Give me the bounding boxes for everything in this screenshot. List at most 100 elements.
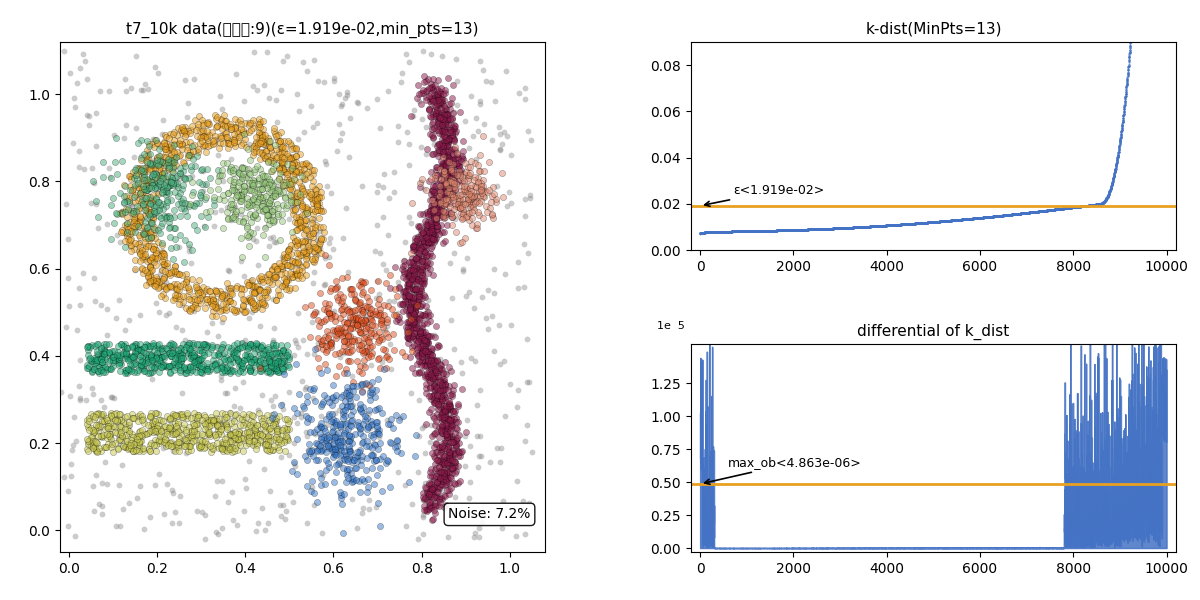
Point	[107, 314, 126, 323]
Point	[107, 416, 126, 426]
Point	[293, 273, 312, 283]
Point	[164, 223, 184, 233]
Point	[262, 157, 281, 167]
Point	[275, 274, 294, 283]
Point	[120, 499, 139, 508]
Point	[318, 306, 337, 316]
Point	[163, 343, 182, 352]
Point	[150, 351, 169, 361]
Point	[179, 441, 198, 451]
Point	[428, 433, 448, 442]
Point	[254, 413, 274, 423]
Point	[234, 130, 253, 139]
Point	[127, 179, 146, 188]
Point	[348, 448, 367, 457]
Point	[409, 314, 428, 324]
Point	[281, 283, 300, 292]
Point	[420, 407, 439, 417]
Point	[419, 347, 438, 356]
Point	[430, 140, 449, 149]
Point	[256, 363, 275, 373]
Point	[347, 318, 366, 328]
Point	[436, 407, 455, 416]
Point	[415, 346, 434, 355]
Point	[296, 259, 316, 269]
Point	[329, 295, 348, 304]
Point	[407, 319, 426, 329]
Point	[214, 223, 233, 232]
Point	[323, 380, 342, 390]
Point	[182, 177, 202, 187]
Point	[230, 115, 250, 125]
Point	[270, 155, 289, 165]
Point	[247, 142, 266, 151]
Point	[241, 430, 260, 440]
Point	[142, 196, 161, 206]
Point	[424, 185, 443, 194]
Point	[108, 433, 127, 443]
Point	[241, 342, 260, 352]
Point	[233, 414, 252, 424]
Point	[290, 190, 310, 199]
Point	[398, 272, 418, 281]
Point	[413, 278, 432, 287]
Point	[480, 203, 499, 213]
Point	[307, 194, 326, 204]
Point	[134, 149, 154, 159]
Point	[232, 140, 251, 150]
Point	[443, 188, 462, 197]
Point	[161, 270, 180, 280]
Point	[233, 252, 252, 262]
Point	[283, 170, 302, 179]
Point	[131, 212, 150, 221]
Point	[108, 347, 127, 356]
Point	[334, 391, 353, 400]
Point	[250, 154, 269, 164]
Point	[197, 358, 216, 368]
Point	[253, 193, 272, 202]
Point	[234, 187, 253, 196]
Point	[424, 384, 443, 394]
Point	[301, 300, 320, 310]
Point	[253, 349, 272, 359]
Point	[461, 202, 480, 212]
Point	[311, 401, 330, 411]
Point	[412, 114, 431, 124]
Point	[278, 347, 298, 356]
Point	[131, 409, 150, 419]
Point	[434, 376, 454, 386]
Point	[457, 212, 476, 222]
Point	[358, 352, 377, 361]
Point	[371, 463, 390, 473]
Point	[164, 154, 184, 164]
Point	[443, 293, 462, 303]
Point	[424, 514, 443, 524]
Point	[223, 168, 242, 178]
Point	[227, 307, 246, 316]
Point	[330, 433, 349, 442]
Point	[330, 422, 349, 432]
Point	[433, 455, 452, 465]
Point	[155, 272, 174, 282]
Point	[284, 205, 304, 215]
Point	[349, 344, 368, 353]
Point	[338, 430, 358, 440]
Point	[107, 350, 126, 360]
Point	[79, 438, 98, 448]
Point	[412, 284, 431, 294]
Point	[330, 89, 349, 99]
Point	[425, 205, 444, 215]
Point	[160, 348, 179, 358]
Point	[326, 418, 346, 428]
Point	[356, 346, 376, 356]
Point	[173, 409, 192, 419]
Point	[337, 454, 356, 464]
Point	[193, 365, 212, 374]
Point	[396, 291, 415, 301]
Point	[418, 238, 437, 247]
Point	[295, 302, 314, 311]
Point	[110, 410, 130, 419]
Point	[221, 364, 240, 373]
Point	[322, 311, 341, 321]
Point	[137, 267, 156, 277]
